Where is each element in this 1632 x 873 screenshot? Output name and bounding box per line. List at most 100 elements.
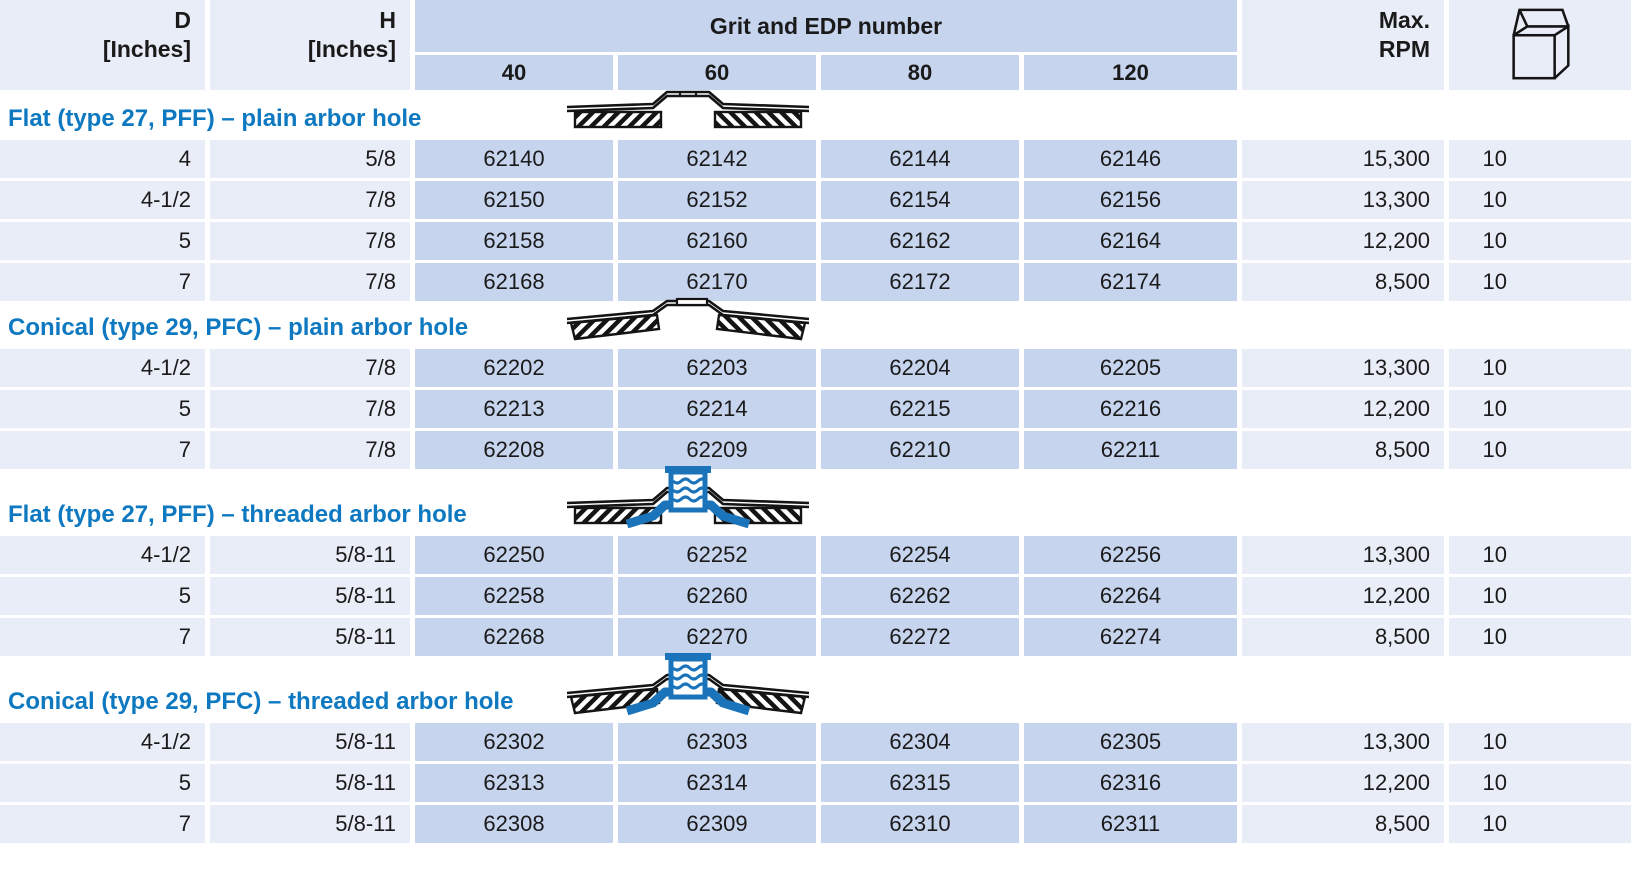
edp-grit40-cell: 62168 — [415, 263, 613, 301]
edp-grit80-cell: 62262 — [821, 577, 1019, 615]
arbor-hole-cell: 7/8 — [210, 431, 410, 469]
arbor-hole-cell: 7/8 — [210, 181, 410, 219]
edp-grit120-cell: 62274 — [1024, 618, 1237, 656]
max-rpm-cell: 8,500 — [1242, 431, 1444, 469]
max-rpm-cell: 8,500 — [1242, 618, 1444, 656]
edp-grit60-cell: 62152 — [618, 181, 816, 219]
edp-grit40-cell: 62208 — [415, 431, 613, 469]
pkg-qty-cell: 10 — [1449, 263, 1631, 301]
column-header-package-qty — [1449, 0, 1631, 90]
table-row: 5 7/8 62158 62160 62162 62164 12,200 10 — [0, 222, 1632, 260]
edp-grit80-cell: 62144 — [821, 140, 1019, 178]
edp-grit120-cell: 62146 — [1024, 140, 1237, 178]
edp-grit80-cell: 62254 — [821, 536, 1019, 574]
arbor-hole-cell: 5/8-11 — [210, 618, 410, 656]
table-row: 4-1/2 5/8-11 62250 62252 62254 62256 13,300 10 — [0, 536, 1632, 574]
max-rpm-cell: 8,500 — [1242, 805, 1444, 843]
edp-grit120-cell: 62164 — [1024, 222, 1237, 260]
section-header: Conical (type 29, PFC) – plain arbor hol… — [0, 297, 1632, 349]
edp-grit40-cell: 62213 — [415, 390, 613, 428]
edp-grit40-cell: 62202 — [415, 349, 613, 387]
edp-grit120-cell: 62311 — [1024, 805, 1237, 843]
grit-80-header: 80 — [821, 55, 1019, 90]
edp-grit40-cell: 62258 — [415, 577, 613, 615]
max-rpm-cell: 12,200 — [1242, 577, 1444, 615]
edp-grit60-cell: 62142 — [618, 140, 816, 178]
pkg-qty-cell: 10 — [1449, 577, 1631, 615]
table-body: Flat (type 27, PFF) – plain arbor hole 4… — [0, 90, 1632, 843]
edp-grit120-cell: 62316 — [1024, 764, 1237, 802]
edp-grit120-cell: 62156 — [1024, 181, 1237, 219]
edp-grit40-cell: 62302 — [415, 723, 613, 761]
max-rpm-cell: 13,300 — [1242, 349, 1444, 387]
table-row: 4-1/2 7/8 62202 62203 62204 62205 13,300 10 — [0, 349, 1632, 387]
column-header-diameter: D [Inches] — [0, 0, 205, 90]
pkg-qty-cell: 10 — [1449, 222, 1631, 260]
pkg-qty-cell: 10 — [1449, 805, 1631, 843]
edp-grit80-cell: 62162 — [821, 222, 1019, 260]
diameter-cell: 5 — [0, 764, 205, 802]
edp-grit60-cell: 62160 — [618, 222, 816, 260]
edp-grit80-cell: 62304 — [821, 723, 1019, 761]
table-row: 4 5/8 62140 62142 62144 62146 15,300 10 — [0, 140, 1632, 178]
flat-disc-threaded-profile-icon — [566, 466, 810, 529]
arbor-hole-cell: 5/8-11 — [210, 805, 410, 843]
pkg-qty-cell: 10 — [1449, 181, 1631, 219]
diameter-header-line1: D — [174, 7, 191, 33]
table-row: 5 5/8-11 62258 62260 62262 62264 12,200 10 — [0, 577, 1632, 615]
edp-grit60-cell: 62214 — [618, 390, 816, 428]
diameter-cell: 7 — [0, 263, 205, 301]
column-header-max-rpm: Max. RPM — [1242, 0, 1444, 90]
arbor-hole-cell: 7/8 — [210, 222, 410, 260]
section-diagram — [563, 464, 813, 535]
edp-grit40-cell: 62250 — [415, 536, 613, 574]
max-rpm-cell: 13,300 — [1242, 536, 1444, 574]
section-title: Conical (type 29, PFC) – threaded arbor … — [8, 688, 514, 715]
edp-grit60-cell: 62309 — [618, 805, 816, 843]
diameter-cell: 4 — [0, 140, 205, 178]
arbor-hole-cell: 5/8-11 — [210, 577, 410, 615]
section-diagram — [563, 297, 813, 348]
edp-grit40-cell: 62268 — [415, 618, 613, 656]
arbor-hole-header-line2: [Inches] — [307, 35, 396, 62]
diameter-cell: 4-1/2 — [0, 536, 205, 574]
table-row: 7 5/8-11 62268 62270 62272 62274 8,500 10 — [0, 618, 1632, 656]
max-rpm-cell: 12,200 — [1242, 764, 1444, 802]
edp-grit40-cell: 62158 — [415, 222, 613, 260]
table-row: 7 7/8 62208 62209 62210 62211 8,500 10 — [0, 431, 1632, 469]
grit-edp-header: Grit and EDP number — [415, 0, 1237, 52]
edp-grit80-cell: 62215 — [821, 390, 1019, 428]
max-rpm-header-line1: Max. — [1378, 7, 1430, 33]
edp-grit120-cell: 62174 — [1024, 263, 1237, 301]
table-row: 7 5/8-11 62308 62309 62310 62311 8,500 10 — [0, 805, 1632, 843]
section-diagram — [563, 651, 813, 722]
conical-disc-profile-icon — [566, 297, 810, 341]
edp-grit60-cell: 62260 — [618, 577, 816, 615]
edp-grit60-cell: 62209 — [618, 431, 816, 469]
edp-grit80-cell: 62272 — [821, 618, 1019, 656]
arbor-hole-cell: 7/8 — [210, 390, 410, 428]
section-title: Flat (type 27, PFF) – plain arbor hole — [8, 105, 422, 132]
section-header: Conical (type 29, PFC) – threaded arbor … — [0, 653, 1632, 723]
edp-grit120-cell: 62211 — [1024, 431, 1237, 469]
arbor-hole-cell: 5/8-11 — [210, 536, 410, 574]
arbor-hole-cell: 5/8-11 — [210, 723, 410, 761]
edp-grit80-cell: 62315 — [821, 764, 1019, 802]
pkg-qty-cell: 10 — [1449, 723, 1631, 761]
table-row: 5 5/8-11 62313 62314 62315 62316 12,200 10 — [0, 764, 1632, 802]
section-header: Flat (type 27, PFF) – plain arbor hole — [0, 90, 1632, 140]
flat-disc-profile-icon — [566, 90, 810, 129]
section-header: Flat (type 27, PFF) – threaded arbor hol… — [0, 466, 1632, 536]
diameter-cell: 5 — [0, 577, 205, 615]
section-title: Flat (type 27, PFF) – threaded arbor hol… — [8, 501, 467, 528]
edp-grit80-cell: 62210 — [821, 431, 1019, 469]
max-rpm-cell: 13,300 — [1242, 723, 1444, 761]
pkg-qty-cell: 10 — [1449, 349, 1631, 387]
edp-grit80-cell: 62172 — [821, 263, 1019, 301]
diameter-cell: 5 — [0, 390, 205, 428]
edp-grit40-cell: 62150 — [415, 181, 613, 219]
edp-grit60-cell: 62203 — [618, 349, 816, 387]
arbor-hole-cell: 7/8 — [210, 349, 410, 387]
pkg-qty-cell: 10 — [1449, 536, 1631, 574]
